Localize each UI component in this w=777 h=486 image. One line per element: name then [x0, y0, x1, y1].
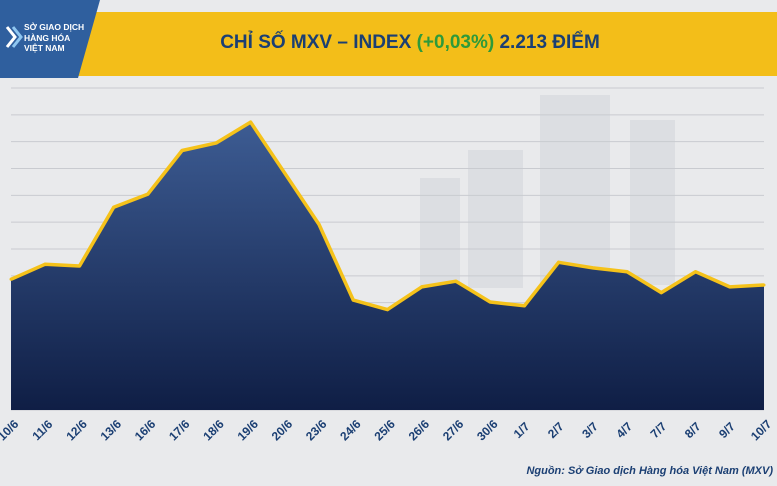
- logo-line-1: SỞ GIAO DỊCH: [24, 22, 85, 32]
- x-tick-label: 23/6: [303, 417, 330, 444]
- data-point: [591, 266, 595, 270]
- header-band: [0, 12, 777, 76]
- x-tick-label: 26/6: [406, 417, 433, 444]
- x-tick-label: 7/7: [648, 419, 670, 441]
- logo-mark-icon: [5, 26, 23, 48]
- data-point: [557, 260, 561, 264]
- x-tick-label: 24/6: [337, 417, 364, 444]
- data-point: [77, 264, 81, 268]
- data-point: [283, 171, 287, 175]
- data-point: [625, 270, 629, 274]
- data-point: [112, 205, 116, 209]
- data-point: [694, 270, 698, 274]
- x-tick-label: 19/6: [235, 417, 262, 444]
- x-tick-label: 3/7: [579, 419, 601, 441]
- x-tick-label: 20/6: [269, 417, 296, 444]
- x-tick-labels: 10/6 11/6 12/6 13/6 16/6 17/6 18/6 19/6 20/6 23/6…: [0, 417, 775, 444]
- logo-line-2: HÀNG HÓA: [24, 32, 71, 43]
- x-tick-label: 17/6: [166, 417, 193, 444]
- x-tick-label: 27/6: [440, 417, 467, 444]
- data-point: [420, 285, 424, 289]
- data-point: [317, 222, 321, 226]
- title-change: (+0,03%): [416, 32, 495, 53]
- source-note: Nguồn: Sở Giao dịch Hàng hóa Việt Nam (M…: [526, 465, 773, 477]
- logo-line-3: VIỆT NAM: [24, 43, 65, 53]
- x-tick-label: 13/6: [98, 417, 125, 444]
- data-point: [762, 283, 766, 287]
- x-tick-label: 11/6: [29, 417, 55, 443]
- background-decoration: [420, 95, 675, 288]
- x-tick-label: 9/7: [716, 419, 738, 441]
- data-point: [214, 141, 218, 145]
- x-tick-label: 4/7: [613, 419, 635, 441]
- x-tick-label: 8/7: [682, 419, 704, 441]
- x-tick-label: 25/6: [371, 417, 398, 444]
- x-tick-label: 30/6: [474, 417, 501, 444]
- series-area: [11, 122, 764, 410]
- data-point: [9, 277, 13, 281]
- title-value: 2.213 ĐIỂM: [499, 32, 600, 53]
- x-tick-label: 1/7: [511, 419, 533, 441]
- data-point: [249, 120, 253, 124]
- data-point: [488, 300, 492, 304]
- x-tick-label: 16/6: [132, 417, 159, 444]
- x-tick-label: 12/6: [63, 417, 90, 444]
- x-tick-label: 10/7: [748, 417, 775, 444]
- x-tick-label: 10/6: [0, 417, 22, 444]
- title-prefix: CHỈ SỐ MXV – INDEX: [220, 32, 412, 53]
- data-points: [9, 120, 766, 312]
- x-tick-label: 2/7: [545, 419, 567, 441]
- data-point: [180, 149, 184, 153]
- data-point: [146, 192, 150, 196]
- logo-text: SỞ GIAO DỊCH HÀNG HÓA VIỆT NAM: [24, 22, 86, 54]
- data-point: [351, 298, 355, 302]
- x-tick-label: 18/6: [200, 417, 227, 444]
- chart-title: CHỈ SỐ MXV – INDEX (+0,03%) 2.213 ĐIỂM: [130, 32, 690, 54]
- data-point: [728, 285, 732, 289]
- data-point: [522, 304, 526, 308]
- data-point: [659, 291, 663, 295]
- data-point: [43, 262, 47, 266]
- data-point: [386, 308, 389, 312]
- data-point: [454, 279, 458, 283]
